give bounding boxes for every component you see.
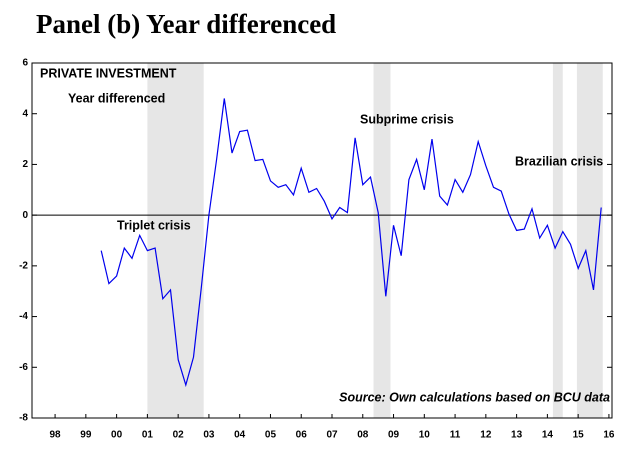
data-line: [100, 98, 602, 388]
crisis-shade: [147, 63, 204, 418]
x-tick-label: 08: [357, 430, 369, 441]
x-tick-label: 00: [111, 430, 123, 441]
annotation: Brazilian crisis: [515, 154, 603, 168]
y-tick-label: -6: [19, 362, 28, 373]
x-tick-label: 01: [142, 430, 154, 441]
annotation: Subprime crisis: [360, 112, 454, 126]
y-tick-label: 4: [22, 108, 28, 119]
chart-title: Panel (b) Year differenced: [36, 9, 336, 39]
x-tick-label: 06: [296, 430, 308, 441]
y-tick-label: -4: [19, 311, 28, 322]
x-tick-label: 09: [388, 430, 400, 441]
crisis-shade: [373, 63, 391, 418]
x-tick-label: 03: [203, 430, 215, 441]
y-tick-label: 6: [22, 58, 28, 69]
crisis-shade: [552, 63, 563, 418]
x-tick-label: 10: [419, 430, 431, 441]
y-tick-label: 0: [22, 210, 28, 221]
x-tick-label: 05: [265, 430, 277, 441]
x-tick-label: 15: [573, 430, 585, 441]
x-tick-label: 13: [511, 430, 523, 441]
plot-frame: [31, 62, 613, 419]
x-tick-label: 04: [234, 430, 246, 441]
y-tick-label: 2: [22, 159, 28, 170]
y-tick-label: -2: [19, 260, 28, 271]
x-tick-label: 14: [542, 430, 554, 441]
x-tick-label: 16: [603, 430, 615, 441]
annotation: Triplet crisis: [117, 218, 191, 232]
crisis-shade: [576, 63, 603, 418]
annotation: PRIVATE INVESTMENT: [40, 66, 177, 80]
annotation: Source: Own calculations based on BCU da…: [339, 390, 610, 404]
y-tick-label: -8: [19, 413, 28, 424]
x-tick-label: 12: [480, 430, 492, 441]
x-tick-label: 98: [50, 430, 62, 441]
x-tick-label: 99: [80, 430, 92, 441]
x-tick-label: 07: [326, 430, 338, 441]
x-tick-label: 11: [450, 430, 461, 441]
annotation: Year differenced: [68, 91, 165, 105]
x-tick-label: 02: [173, 430, 185, 441]
